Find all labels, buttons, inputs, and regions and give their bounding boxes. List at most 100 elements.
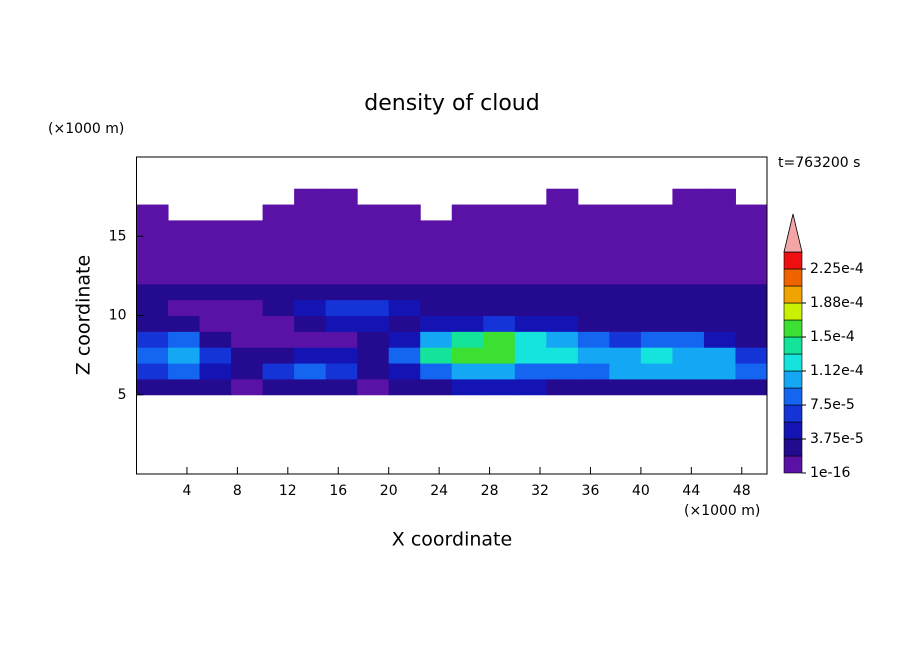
contour-cell [294,252,327,269]
contour-cell [231,331,264,348]
colorbar-box [783,421,803,440]
contour-cell [451,363,484,380]
contour-cell [325,236,358,253]
contour-cell [451,378,484,396]
contour-cell [388,283,421,301]
contour-cell [451,252,484,269]
contour-cell [231,283,264,301]
contour-cell [609,220,642,237]
contour-cell [199,267,232,285]
contour-cell [703,252,736,269]
contour-cell [451,299,484,316]
contour-cell [325,363,358,380]
contour-cell [514,299,547,316]
contour-cell [546,331,579,348]
x-tick-label: 48 [733,483,751,499]
colorbar-box [783,251,803,270]
contour-cell [357,378,390,396]
contour-cell [168,220,201,237]
contour-cell [483,283,516,301]
contour-cell [735,236,768,253]
contour-cell [136,347,169,364]
contour-cell [231,363,264,380]
contour-cell [262,283,295,301]
contour-cell [325,204,358,221]
contour-cell [735,378,768,396]
contour-cell [325,378,358,396]
contour-cell [136,252,169,269]
contour-cell [262,299,295,316]
colorbar-label: 1.88e-4 [810,295,864,311]
contour-cell [388,204,421,221]
contour-cell [640,204,673,221]
contour-cell [672,363,705,380]
contour-cell [262,236,295,253]
contour-cell [294,363,327,380]
contour-cell [609,315,642,332]
contour-cell [672,220,705,237]
y-unit: (×1000 m) [48,121,124,137]
contour-cell [420,315,453,332]
x-tick-label: 20 [380,483,398,499]
x-tick-label: 16 [329,483,347,499]
contour-cell [609,378,642,396]
contour-cell [262,267,295,285]
contour-cell [357,252,390,269]
contour-cell [325,299,358,316]
contour-cell [262,331,295,348]
contour-cell [294,378,327,396]
contour-cell [483,331,516,348]
contour-cell [514,204,547,221]
contour-cell [136,299,169,316]
contour-cell [388,315,421,332]
contour-cell [451,204,484,221]
contour-cell [325,220,358,237]
contour-cell [231,252,264,269]
contour-cell [357,331,390,348]
contour-cell [609,299,642,316]
contour-cell [357,347,390,364]
contour-cell [168,347,201,364]
contour-cell [168,283,201,301]
contour-cell [546,220,579,237]
contour-cell [577,315,610,332]
contour-cell [577,299,610,316]
colorbar-label: 1.12e-4 [810,363,864,379]
contour-cell [199,252,232,269]
x-tick-label: 36 [582,483,600,499]
contour-cell [168,315,201,332]
contour-cell [294,188,327,206]
colorbar-box [783,336,803,355]
colorbar-box [783,285,803,304]
contour-cell [168,252,201,269]
y-tick-label: 10 [109,308,127,324]
contour-cell [609,363,642,380]
contour-cell [672,378,705,396]
x-tick-label: 12 [279,483,297,499]
contour-cell [199,220,232,237]
contour-cell [640,363,673,380]
contour-cell [609,283,642,301]
contour-cell [262,220,295,237]
contour-cell [577,331,610,348]
contour-cell [640,220,673,237]
contour-cell [672,252,705,269]
contour-cell [577,378,610,396]
contour-cell [325,331,358,348]
contour-cell [514,283,547,301]
contour-cell [672,283,705,301]
contour-cell [168,378,201,396]
contour-cell [703,188,736,206]
contour-cell [546,188,579,206]
contour-cell [420,220,453,237]
contour-cell [703,315,736,332]
x-tick-label: 32 [531,483,549,499]
contour-cell [168,299,201,316]
contour-cell [136,236,169,253]
contour-cell [483,252,516,269]
contour-cell [609,204,642,221]
contour-cell [672,331,705,348]
contour-cell [420,331,453,348]
contour-cell [357,220,390,237]
contour-cell [483,378,516,396]
